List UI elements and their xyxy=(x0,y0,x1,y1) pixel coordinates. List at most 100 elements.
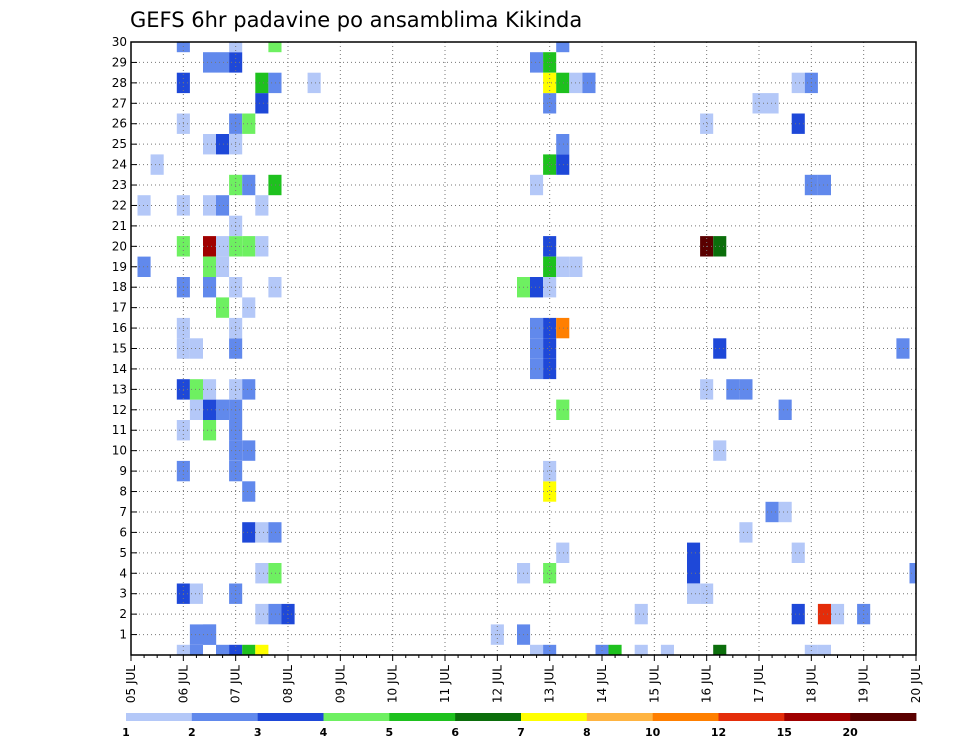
y-tick-label: 13 xyxy=(112,382,127,396)
x-tick-label: 19 JUL xyxy=(857,665,871,703)
heatmap-cell xyxy=(255,563,269,584)
x-tick-label: 07 JUL xyxy=(229,665,243,703)
colorbar-swatch xyxy=(586,713,653,721)
heatmap-cell xyxy=(216,644,230,655)
heatmap-cell xyxy=(530,174,544,196)
heatmap-cell xyxy=(203,379,217,400)
heatmap-cell xyxy=(530,52,544,73)
colorbar-swatch xyxy=(191,713,258,721)
heatmap-cell xyxy=(791,542,805,563)
heatmap-cell xyxy=(687,583,701,604)
x-tick-label: 11 JUL xyxy=(438,665,452,703)
x-tick-label: 18 JUL xyxy=(804,665,818,703)
heatmap-cell xyxy=(700,583,714,604)
heatmap-cell xyxy=(556,154,570,175)
heatmap-cell xyxy=(608,644,622,655)
heatmap-cell xyxy=(791,113,805,134)
heatmap-cell xyxy=(543,338,557,359)
heatmap-cell xyxy=(713,644,727,655)
x-tick-label: 05 JUL xyxy=(124,665,138,703)
heatmap-cell xyxy=(242,236,256,257)
heatmap-cell xyxy=(530,338,544,359)
heatmap-cell xyxy=(268,277,282,298)
heatmap-cell xyxy=(216,236,230,257)
heatmap-cell xyxy=(268,42,282,53)
heatmap-cell xyxy=(660,644,674,655)
x-axis: 05 JUL 06 JUL 07 JUL 08 JUL 09 JUL 10 JUL 11 J… xyxy=(124,655,923,703)
y-tick-label: 15 xyxy=(112,342,127,356)
x-tick-label: 20 JUL xyxy=(909,665,923,703)
y-tick-label: 14 xyxy=(112,362,127,376)
heatmap-cell xyxy=(791,603,805,625)
colorbar-label: 2 xyxy=(188,726,196,739)
heatmap-cell xyxy=(176,644,190,655)
heatmap-cell xyxy=(530,644,544,655)
y-tick-label: 16 xyxy=(112,321,127,335)
y-tick-label: 28 xyxy=(112,76,127,90)
heatmap-cell xyxy=(817,174,831,196)
heatmap-cell xyxy=(726,379,740,400)
colorbar-swatch xyxy=(521,713,588,721)
heatmap-cell xyxy=(582,72,596,94)
y-tick-label: 3 xyxy=(119,587,127,601)
heatmap-cell xyxy=(530,317,544,339)
y-tick-label: 5 xyxy=(119,546,127,560)
grid xyxy=(131,41,916,655)
y-tick-label: 20 xyxy=(112,239,127,253)
heatmap-cell xyxy=(255,236,269,257)
heatmap-cell xyxy=(189,379,203,400)
heatmap-cell xyxy=(255,72,269,94)
heatmap-cell xyxy=(817,603,831,625)
x-tick-label: 06 JUL xyxy=(176,665,190,703)
colorbar-label: 7 xyxy=(517,726,525,739)
heatmap-cell xyxy=(255,644,269,655)
heatmap-cell xyxy=(268,174,282,196)
x-tick-label: 10 JUL xyxy=(386,665,400,703)
colorbar-swatch xyxy=(455,713,522,721)
heatmap-cell xyxy=(700,379,714,400)
heatmap-cell xyxy=(137,256,151,277)
x-tick-label: 09 JUL xyxy=(333,665,347,703)
heatmap-cell xyxy=(268,522,282,543)
heatmap-cell xyxy=(791,72,805,94)
y-tick-label: 17 xyxy=(112,301,127,315)
colorbar-swatch xyxy=(323,713,390,721)
heatmap-cell xyxy=(216,195,230,216)
heatmap-cell xyxy=(765,93,779,114)
x-tick-label: 14 JUL xyxy=(595,665,609,703)
colorbar-label: 5 xyxy=(385,726,393,739)
heatmap-cell xyxy=(543,154,557,175)
heatmap-cell xyxy=(765,501,779,523)
heatmap-cell xyxy=(216,297,230,318)
chart-title: GEFS 6hr padavine po ansamblima Kikinda xyxy=(130,8,582,32)
x-tick-label: 15 JUL xyxy=(647,665,661,703)
heatmap-cell xyxy=(543,317,557,339)
heatmap-cell xyxy=(203,236,217,257)
y-tick-label: 21 xyxy=(112,219,127,233)
heatmap-cell xyxy=(242,174,256,196)
heatmap-cell xyxy=(216,256,230,277)
heatmap-cell xyxy=(189,338,203,359)
y-tick-label: 10 xyxy=(112,444,127,458)
heatmap-cell xyxy=(216,399,230,420)
colorbar-swatch xyxy=(850,713,917,721)
y-tick-label: 22 xyxy=(112,198,127,212)
heatmap-cell xyxy=(556,542,570,563)
y-tick-label: 1 xyxy=(119,628,127,642)
heatmap-cell xyxy=(543,277,557,298)
heatmap-cell xyxy=(242,379,256,400)
heatmap-cell xyxy=(255,522,269,543)
heatmap-cell xyxy=(268,563,282,584)
heatmap-cell xyxy=(543,358,557,380)
heatmap-cell xyxy=(739,379,753,400)
heatmap-cell xyxy=(150,154,164,175)
heatmap-cell xyxy=(216,52,230,73)
x-tick-label: 08 JUL xyxy=(281,665,295,703)
heatmap-cell xyxy=(530,277,544,298)
heatmap-cell xyxy=(242,297,256,318)
heatmap-cell xyxy=(634,603,648,625)
heatmap-cell xyxy=(176,42,190,53)
heatmap-cell xyxy=(137,195,151,216)
colorbar-label: 12 xyxy=(711,726,726,739)
y-axis: 1234567891011121314151617181920212223242… xyxy=(112,35,137,642)
